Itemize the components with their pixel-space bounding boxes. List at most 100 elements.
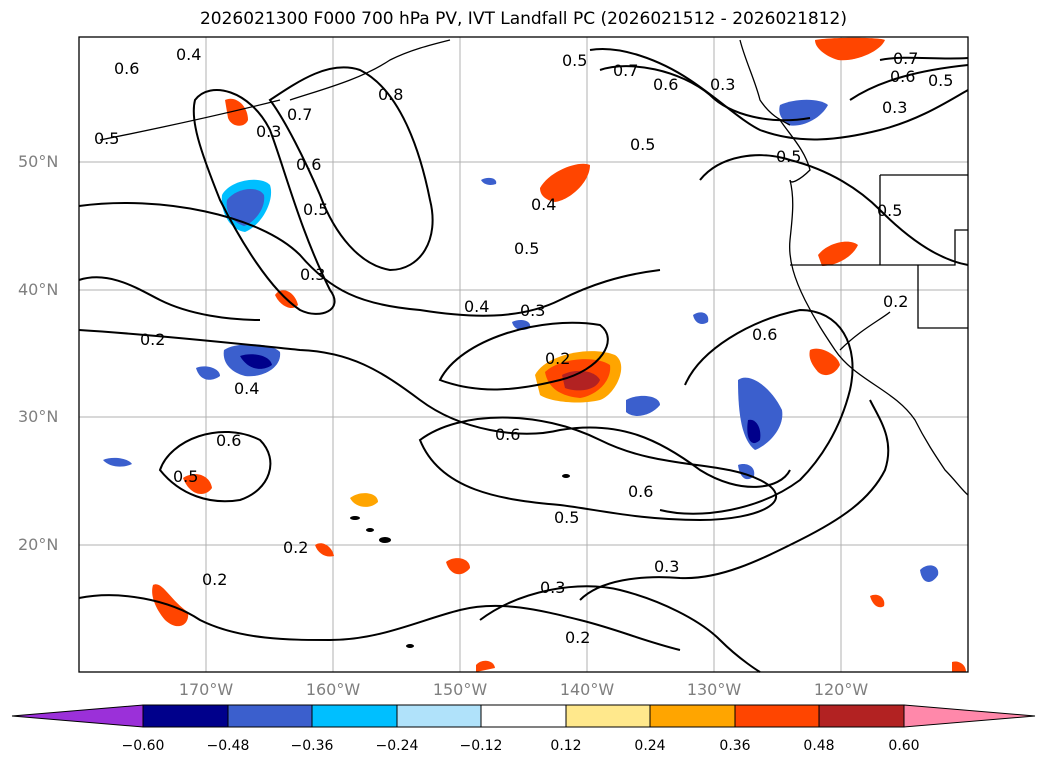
colorbar-tick-label: 0.36	[719, 738, 751, 754]
contour-label: 0.5	[776, 147, 801, 166]
shade-negative	[481, 177, 497, 185]
colorbar-swatch	[734, 704, 820, 728]
contour-label: 0.2	[565, 628, 590, 647]
contour-label: 0.6	[890, 67, 915, 86]
contour-label: 0.5	[554, 508, 579, 527]
contour-label: 0.5	[173, 467, 198, 486]
colorbar-extend-high	[903, 704, 1036, 728]
contour-label: 0.3	[256, 122, 281, 141]
contour-label: 0.6	[628, 482, 653, 501]
colorbar-tick-label: −0.24	[375, 738, 419, 754]
lon-label: 170°W	[178, 680, 234, 699]
contour-label: 0.3	[654, 557, 679, 576]
colorbar-tick-label: 0.60	[888, 738, 920, 754]
lat-label: 40°N	[18, 280, 59, 299]
contour-label: 0.5	[303, 200, 328, 219]
colorbar-tick-label: −0.12	[459, 738, 503, 754]
pv-contours	[78, 48, 969, 673]
lon-label: 140°W	[559, 680, 615, 699]
map-frame	[78, 36, 969, 673]
colorbar-swatch	[227, 704, 313, 728]
contour-label: 0.8	[378, 85, 403, 104]
lon-label: 120°W	[813, 680, 869, 699]
shaded-regions	[103, 37, 966, 672]
shade-negative	[626, 395, 660, 416]
contour-label: 0.2	[545, 349, 570, 368]
colorbar-swatch	[311, 704, 398, 728]
contour-label: 0.5	[630, 135, 655, 154]
colorbar	[11, 704, 1036, 728]
contour-label: 0.2	[283, 538, 308, 557]
contour-label: 0.6	[495, 425, 520, 444]
lat-label: 50°N	[18, 152, 59, 171]
shade-negative	[738, 377, 783, 450]
contour-label: 0.7	[287, 105, 312, 124]
shade-positive	[315, 543, 334, 557]
colorbar-tick-label: 0.48	[803, 738, 835, 754]
contour-label: 0.3	[300, 265, 325, 284]
contour-label: 0.2	[202, 570, 227, 589]
shade-negative	[747, 419, 761, 444]
contour-label: 0.4	[176, 45, 201, 64]
contour-label: 0.7	[613, 61, 638, 80]
colorbar-tick-label: 0.24	[634, 738, 666, 754]
contour-label: 0.4	[234, 379, 259, 398]
contour-label: 0.3	[520, 301, 545, 320]
shade-positive	[540, 163, 590, 202]
shade-positive	[815, 37, 885, 61]
lat-label: 20°N	[18, 535, 59, 554]
shade-negative	[240, 354, 272, 369]
contour-label: 0.5	[928, 71, 953, 90]
colorbar-tick-label: −0.48	[206, 738, 250, 754]
colorbar-swatch	[649, 704, 736, 728]
colorbar-tick-label: −0.36	[290, 738, 334, 754]
shade-positive	[809, 348, 840, 376]
map-title: 2026021300 F000 700 hPa PV, IVT Landfall…	[199, 9, 847, 29]
contour-label: 0.5	[514, 239, 539, 258]
colorbar-tick-label: −0.60	[121, 738, 165, 754]
lon-label: 160°W	[305, 680, 361, 699]
colorbar-extend-low	[11, 704, 144, 728]
colorbar-swatch	[565, 704, 651, 728]
contour-label: 0.6	[216, 431, 241, 450]
contour-label: 0.6	[752, 325, 777, 344]
shade-positive	[870, 594, 885, 608]
lon-label: 150°W	[432, 680, 488, 699]
shade-positive	[818, 241, 858, 266]
contour-label: 0.2	[140, 330, 165, 349]
contour-label: 0.3	[710, 75, 735, 94]
shade-negative	[103, 457, 132, 467]
contour-label: 0.7	[893, 49, 918, 68]
shade-positive	[476, 660, 495, 672]
colorbar-swatch	[396, 704, 482, 728]
colorbar-swatch	[818, 704, 905, 728]
contour-label: 0.5	[877, 201, 902, 220]
lon-label: 130°W	[686, 680, 742, 699]
shade-positive	[952, 661, 966, 672]
contour-label: 0.6	[114, 59, 139, 78]
colorbar-swatch	[142, 704, 229, 728]
contour-label: 0.4	[464, 297, 489, 316]
contour-label: 0.3	[882, 98, 907, 117]
coastlines	[99, 39, 969, 496]
contour-labels: 0.6 0.4 0.5 0.3 0.7 0.6 0.5 0.3 0.8 0.5 …	[94, 45, 953, 647]
shade-negative	[226, 188, 265, 226]
contour-label: 0.4	[531, 195, 556, 214]
islands	[350, 474, 570, 648]
contour-label: 0.5	[562, 51, 587, 70]
shade-negative	[693, 312, 709, 324]
colorbar-tick-label: 0.12	[550, 738, 582, 754]
shade-positive	[350, 493, 378, 507]
contour-label: 0.6	[653, 75, 678, 94]
contour-label: 0.5	[94, 129, 119, 148]
lat-label: 30°N	[18, 407, 59, 426]
shade-positive	[183, 474, 212, 494]
shade-positive	[225, 98, 248, 126]
contour-label: 0.2	[883, 292, 908, 311]
shade-positive	[446, 558, 470, 575]
contour-label: 0.3	[540, 578, 565, 597]
colorbar-swatch	[480, 704, 567, 728]
shade-negative	[196, 366, 220, 380]
shade-negative	[920, 565, 939, 582]
